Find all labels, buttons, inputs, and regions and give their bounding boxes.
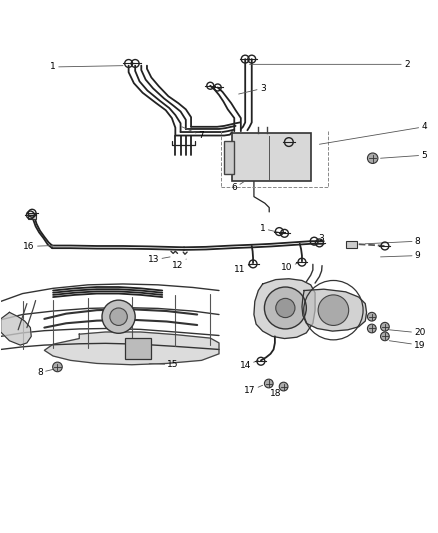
Text: 14: 14 bbox=[240, 360, 258, 370]
Circle shape bbox=[367, 153, 378, 164]
Text: 2: 2 bbox=[250, 60, 410, 69]
Text: 13: 13 bbox=[148, 255, 170, 264]
Polygon shape bbox=[302, 289, 367, 331]
Text: 6: 6 bbox=[231, 181, 245, 192]
Text: 3: 3 bbox=[239, 84, 265, 94]
Bar bbox=[224, 141, 234, 174]
Text: 19: 19 bbox=[389, 341, 426, 350]
Text: 15: 15 bbox=[149, 360, 179, 369]
Circle shape bbox=[110, 308, 127, 326]
Text: 4: 4 bbox=[319, 122, 427, 144]
Bar bbox=[232, 133, 311, 181]
Circle shape bbox=[102, 300, 135, 333]
Text: 3: 3 bbox=[315, 235, 325, 244]
Text: 11: 11 bbox=[234, 263, 253, 274]
Circle shape bbox=[265, 379, 273, 388]
Circle shape bbox=[367, 312, 376, 321]
Bar bbox=[346, 241, 357, 248]
Circle shape bbox=[381, 332, 389, 341]
Circle shape bbox=[53, 362, 62, 372]
Text: 17: 17 bbox=[244, 385, 263, 395]
Text: 9: 9 bbox=[381, 251, 420, 260]
Text: 8: 8 bbox=[37, 368, 60, 377]
Bar bbox=[125, 338, 151, 359]
Polygon shape bbox=[1, 312, 31, 345]
Circle shape bbox=[381, 322, 389, 331]
Text: 7: 7 bbox=[182, 127, 205, 140]
Text: 5: 5 bbox=[381, 151, 427, 160]
Bar bbox=[28, 213, 36, 220]
Text: 1: 1 bbox=[50, 62, 123, 71]
Text: 16: 16 bbox=[23, 242, 53, 251]
Circle shape bbox=[265, 287, 306, 329]
Circle shape bbox=[276, 298, 295, 318]
Text: 10: 10 bbox=[281, 262, 300, 272]
Text: 12: 12 bbox=[172, 259, 186, 270]
Text: 20: 20 bbox=[389, 328, 426, 337]
Text: 1: 1 bbox=[260, 224, 279, 233]
Circle shape bbox=[279, 382, 288, 391]
Circle shape bbox=[367, 324, 376, 333]
Circle shape bbox=[318, 295, 349, 326]
Text: 18: 18 bbox=[270, 389, 285, 399]
Polygon shape bbox=[44, 332, 219, 365]
Polygon shape bbox=[254, 279, 315, 338]
Text: 8: 8 bbox=[365, 237, 420, 246]
